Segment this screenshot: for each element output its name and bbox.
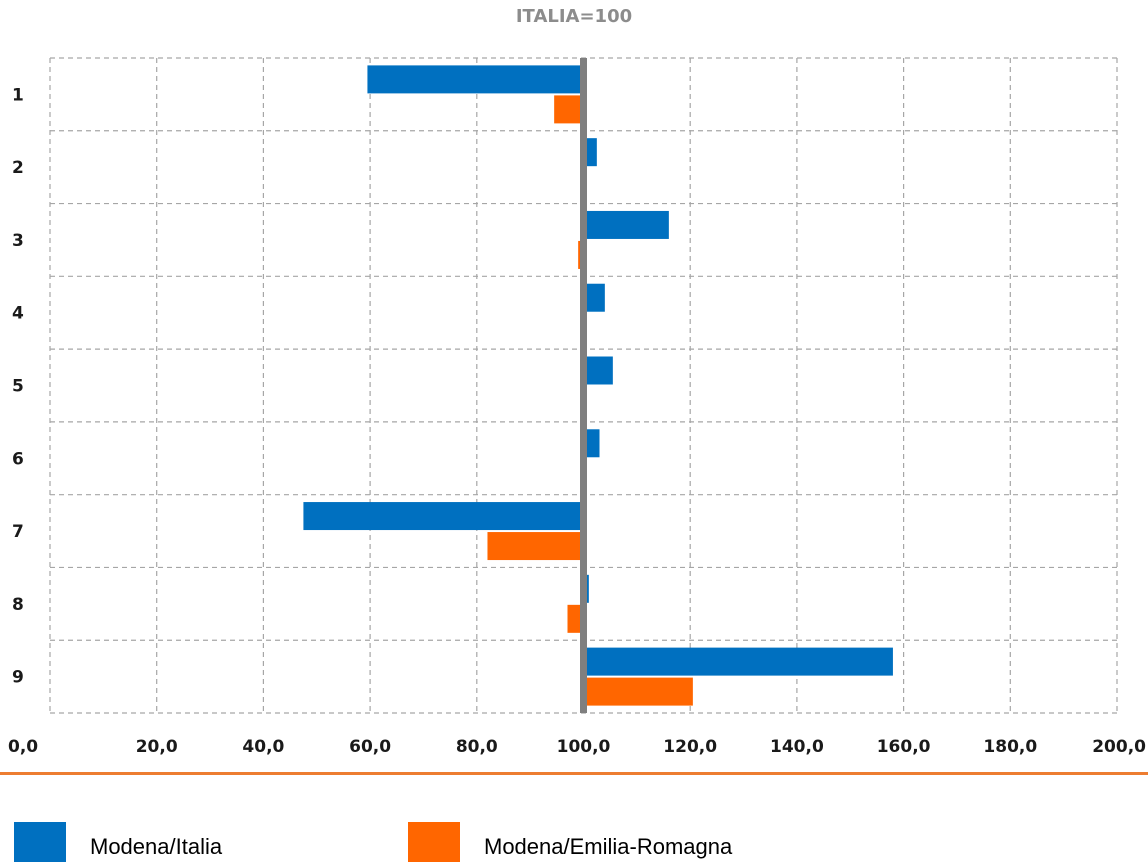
- bar-modena-emilia-romagna-1: [554, 95, 584, 124]
- bar-modena-italia-1: [367, 65, 584, 94]
- bar-modena-italia-7: [303, 502, 584, 531]
- legend-swatch-blue: [14, 822, 66, 862]
- x-tick-label: 60,0: [349, 737, 391, 757]
- chart-title: ITALIA=100: [515, 6, 633, 27]
- x-tick-label: 40,0: [242, 737, 284, 757]
- bar-modena-emilia-romagna-7: [487, 532, 584, 561]
- category-label: 1: [12, 85, 24, 105]
- bar-chart: 1 2 3 4 5 6 7 8 9 0,0 20,0 40,0 60,0 80,0 100,0 120,0 14…: [8, 57, 1146, 757]
- bar-modena-emilia-romagna-9: [583, 677, 693, 706]
- category-label: 9: [12, 668, 24, 688]
- x-tick-label: 180,0: [983, 737, 1037, 757]
- divider-line: [0, 772, 1148, 775]
- bar-modena-italia-4: [583, 283, 605, 312]
- legend-swatch-orange: [408, 822, 460, 862]
- category-label: 3: [12, 231, 24, 251]
- category-label: 6: [12, 449, 24, 469]
- x-tick-label: 20,0: [136, 737, 178, 757]
- bar-modena-emilia-romagna-8: [567, 604, 584, 633]
- legend-label: Modena/Italia: [90, 834, 223, 859]
- x-tick-label: 80,0: [456, 737, 498, 757]
- x-tick-label: 200,0: [1092, 737, 1146, 757]
- bar-modena-italia-5: [583, 356, 613, 385]
- bars: [303, 65, 893, 706]
- x-tick-label: 140,0: [770, 737, 824, 757]
- x-tick-label: 160,0: [877, 737, 931, 757]
- x-tick-label: 120,0: [663, 737, 717, 757]
- category-label: 8: [12, 595, 24, 615]
- category-label: 4: [12, 304, 24, 324]
- x-tick-label: 100,0: [557, 737, 611, 757]
- bar-modena-italia-3: [583, 210, 669, 239]
- bar-modena-italia-9: [583, 647, 893, 676]
- bar-modena-italia-6: [583, 429, 600, 458]
- category-label: 5: [12, 377, 24, 397]
- category-label: 2: [12, 158, 24, 178]
- legend-label: Modena/Emilia-Romagna: [484, 834, 733, 859]
- category-label: 7: [12, 522, 24, 542]
- x-tick-label: 0,0: [8, 737, 38, 757]
- tick-labels: 1 2 3 4 5 6 7 8 9 0,0 20,0 40,0 60,0 80,0 100,0 120,0 14…: [8, 85, 1146, 757]
